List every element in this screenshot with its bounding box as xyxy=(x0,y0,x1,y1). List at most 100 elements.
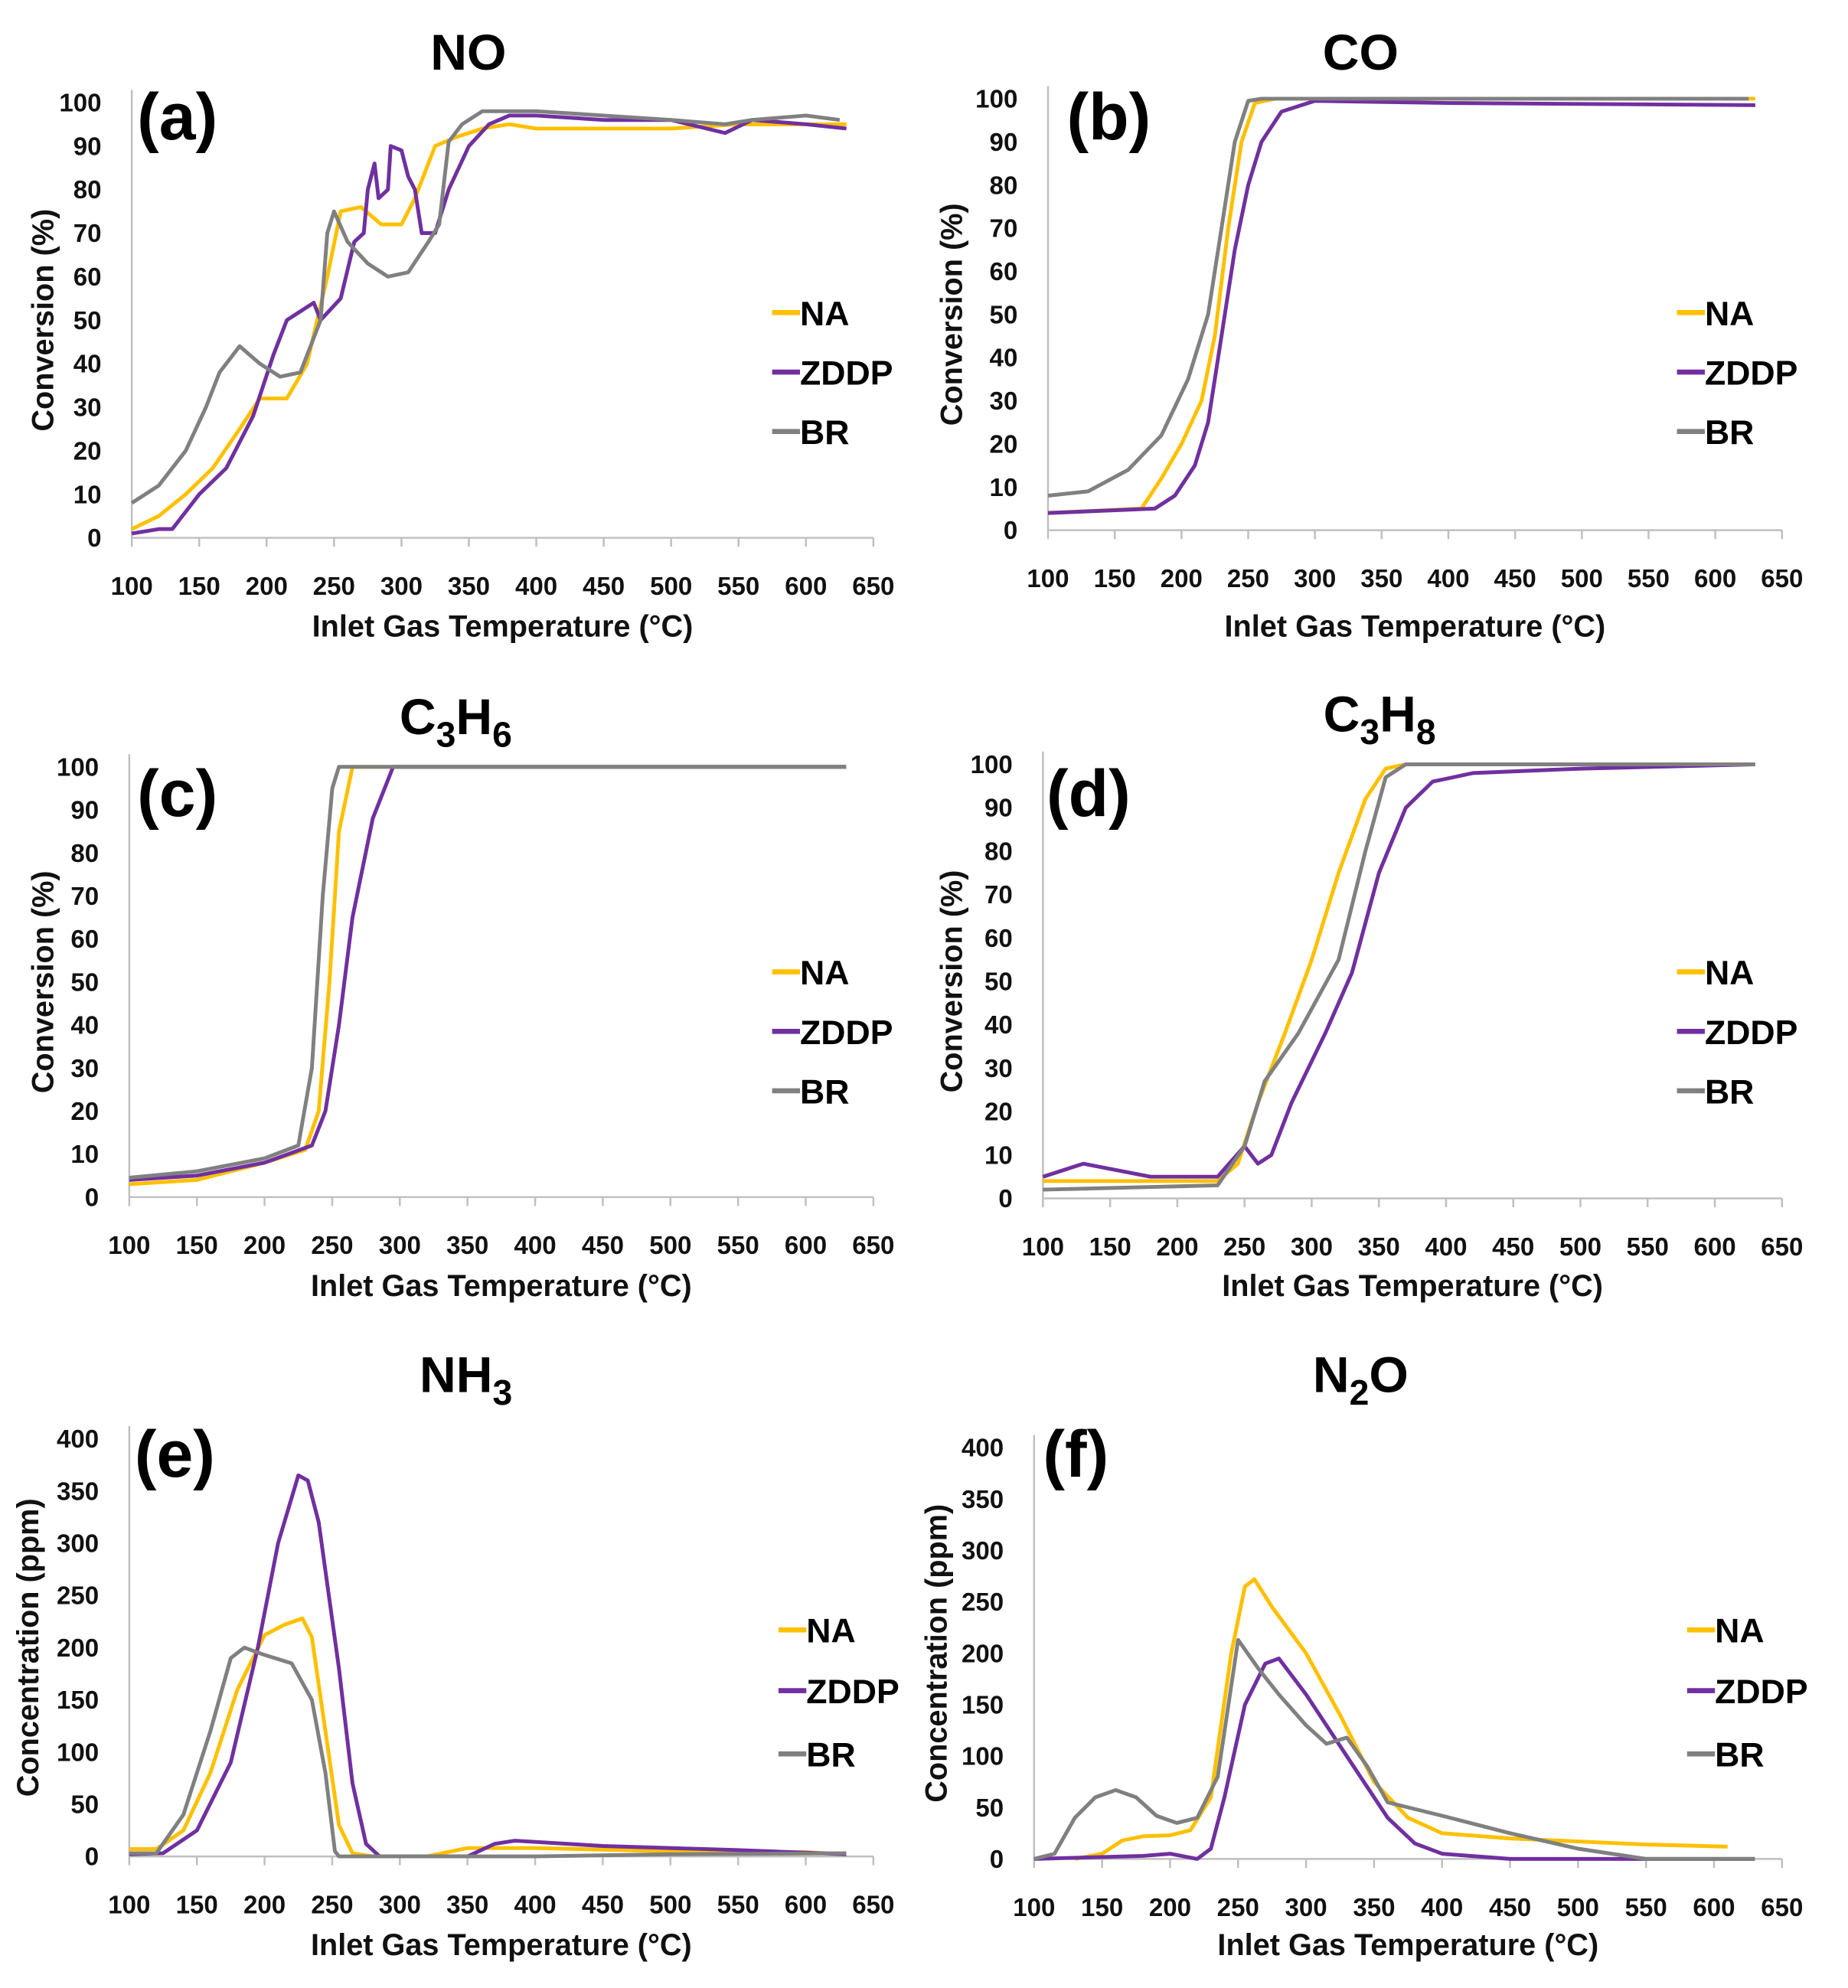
y-tick-label: 70 xyxy=(984,881,1013,909)
x-tick-label: 650 xyxy=(1761,1894,1803,1922)
y-tick-label: 50 xyxy=(73,307,102,335)
y-tick-label: 0 xyxy=(998,1185,1012,1213)
title-segment: N xyxy=(1313,1347,1350,1403)
y-tick-label: 20 xyxy=(984,1098,1013,1127)
y-tick-label: 60 xyxy=(70,925,99,954)
y-tick-label: 150 xyxy=(962,1691,1004,1719)
y-tick-label: 20 xyxy=(70,1098,99,1126)
y-tick-label: 100 xyxy=(962,1743,1004,1771)
x-tick-label: 100 xyxy=(111,573,153,601)
y-tick-label: 100 xyxy=(57,753,99,782)
x-tick-label: 150 xyxy=(176,1891,218,1919)
x-tick-label: 400 xyxy=(1421,1894,1463,1922)
panel-label: (c) xyxy=(137,757,217,831)
legend-label-na: NA xyxy=(1705,955,1754,992)
x-tick-label: 500 xyxy=(649,1232,691,1260)
x-tick-label: 400 xyxy=(514,1891,556,1919)
legend-label-na: NA xyxy=(1715,1613,1764,1650)
x-tick-label: 600 xyxy=(1693,1233,1735,1262)
y-axis-label: Conversion (%) xyxy=(935,203,969,426)
series-line-na xyxy=(131,122,847,531)
y-tick-label: 90 xyxy=(984,795,1013,823)
series-line-zddp xyxy=(1033,1657,1755,1861)
series-line-zddp xyxy=(131,113,847,536)
x-tick-label: 500 xyxy=(1557,1894,1599,1922)
x-tick-label: 200 xyxy=(243,1232,286,1260)
y-tick-label: 0 xyxy=(1004,517,1017,545)
x-tick-label: 500 xyxy=(649,1891,691,1919)
y-tick-label: 50 xyxy=(984,968,1013,997)
legend-label-br: BR xyxy=(806,1737,855,1774)
x-tick-label: 300 xyxy=(1294,565,1336,593)
y-tick-label: 0 xyxy=(85,1183,99,1212)
y-tick-label: 60 xyxy=(73,263,102,292)
y-axis-label: Concentration (ppm) xyxy=(920,1504,954,1803)
series-line-na xyxy=(1047,96,1755,515)
title-segment: H xyxy=(455,689,492,746)
x-tick-label: 650 xyxy=(1761,565,1803,593)
title-segment: 8 xyxy=(1416,712,1436,752)
title-segment: C xyxy=(400,689,436,746)
panel-label: (d) xyxy=(1046,757,1131,831)
x-tick-label: 450 xyxy=(582,1232,624,1260)
legend-label-br: BR xyxy=(1705,414,1754,452)
series-line-na xyxy=(1074,1577,1728,1861)
x-tick-label: 400 xyxy=(1425,1233,1467,1262)
y-tick-label: 300 xyxy=(962,1537,1004,1565)
x-tick-label: 250 xyxy=(311,1232,353,1260)
title-segment: NH xyxy=(420,1347,492,1403)
legend-label-zddp: ZDDP xyxy=(1715,1673,1807,1711)
x-tick-label: 200 xyxy=(243,1891,286,1919)
panel-label: (e) xyxy=(135,1418,215,1491)
x-tick-label: 650 xyxy=(852,1891,894,1919)
legend-label-br: BR xyxy=(1705,1073,1754,1111)
y-tick-label: 100 xyxy=(971,751,1013,779)
chart-title: CO xyxy=(1323,24,1399,81)
x-tick-label: 200 xyxy=(1149,1894,1191,1922)
x-tick-label: 250 xyxy=(1227,565,1269,593)
y-tick-label: 100 xyxy=(57,1738,99,1767)
y-tick-label: 400 xyxy=(962,1435,1004,1463)
chart-panel-b: 100 150 200 250 300 350 400 450 500 550 600 650 0 10 2… xyxy=(935,24,1804,644)
x-tick-label: 550 xyxy=(717,1891,759,1919)
y-tick-label: 50 xyxy=(990,301,1018,329)
x-tick-label: 150 xyxy=(1089,1233,1131,1262)
y-tick-label: 90 xyxy=(70,797,99,825)
chart-panel-e: 100 150 200 250 300 350 400 450 500 550 600 650 0 50 1… xyxy=(11,1347,900,1962)
x-tick-label: 300 xyxy=(379,1891,421,1919)
legend-label-zddp: ZDDP xyxy=(800,355,893,393)
x-tick-label: 550 xyxy=(1628,565,1670,593)
series-line-br xyxy=(1033,1637,1755,1861)
chart-title: N2O xyxy=(1313,1347,1409,1412)
series-line-br xyxy=(1047,96,1749,498)
y-tick-label: 30 xyxy=(73,394,102,423)
y-tick-label: 350 xyxy=(57,1477,99,1506)
series-line-na xyxy=(129,1616,827,1859)
y-tick-label: 0 xyxy=(990,1846,1004,1874)
x-tick-label: 250 xyxy=(313,573,355,601)
series-line-br xyxy=(129,1645,847,1859)
x-tick-label: 400 xyxy=(514,1232,556,1260)
series-line-na xyxy=(1043,762,1755,1183)
y-tick-label: 80 xyxy=(984,837,1013,866)
y-tick-label: 400 xyxy=(57,1425,99,1454)
x-axis-label: Inlet Gas Temperature (°C) xyxy=(1222,1269,1603,1303)
x-tick-label: 200 xyxy=(1156,1233,1198,1262)
title-segment: 3 xyxy=(1360,712,1379,752)
x-tick-label: 200 xyxy=(1161,565,1203,593)
series-line-zddp xyxy=(1042,762,1755,1179)
series-line-br xyxy=(1043,762,1755,1192)
x-tick-label: 350 xyxy=(1358,1233,1400,1262)
series-line-zddp xyxy=(1047,99,1755,515)
y-tick-label: 70 xyxy=(70,883,99,911)
y-tick-label: 50 xyxy=(70,1791,99,1819)
x-tick-label: 600 xyxy=(785,1232,827,1260)
y-tick-label: 10 xyxy=(70,1141,99,1169)
x-tick-label: 550 xyxy=(1625,1894,1667,1922)
x-tick-label: 550 xyxy=(717,1232,759,1260)
x-tick-label: 100 xyxy=(1013,1894,1055,1922)
x-tick-label: 250 xyxy=(311,1891,353,1919)
x-tick-label: 650 xyxy=(852,1232,894,1260)
x-tick-label: 100 xyxy=(108,1891,150,1919)
title-segment: C xyxy=(1324,686,1360,743)
